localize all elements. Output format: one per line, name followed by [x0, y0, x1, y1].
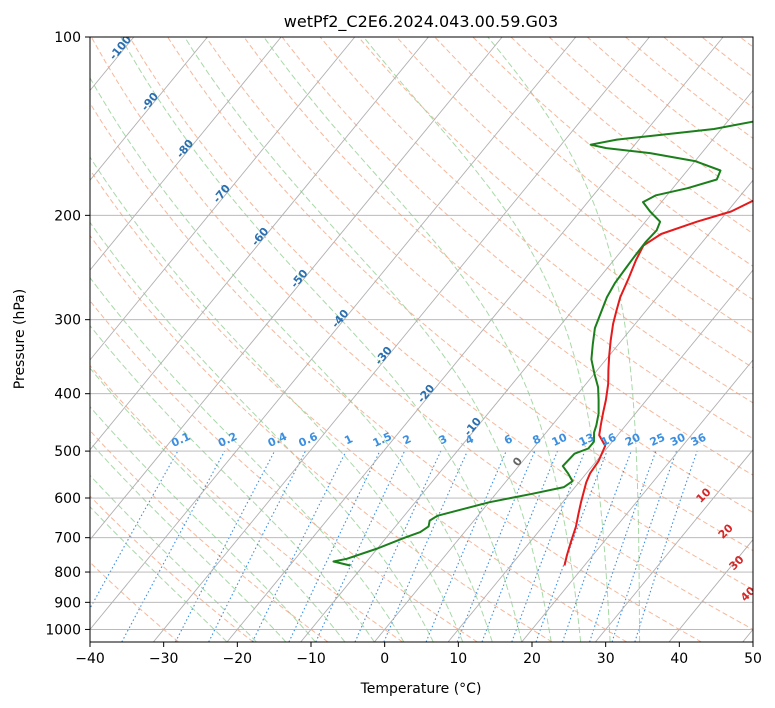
moist-adiabat — [120, 37, 523, 642]
isotherm — [90, 37, 356, 361]
mixing-ratio-label: 25 — [648, 431, 667, 449]
y-axis: 100 200 300 400 500 600 700 800 900 1000 — [45, 30, 90, 638]
mixing-ratio-label: 36 — [689, 431, 709, 449]
y-tick-label: 600 — [54, 491, 81, 507]
isotherm — [668, 538, 753, 642]
mixing-ratio-line — [354, 450, 442, 642]
y-tick-label: 800 — [54, 565, 81, 581]
dry-adiabat — [90, 299, 478, 642]
dry-adiabat — [90, 495, 254, 642]
y-tick-label: 1000 — [45, 622, 81, 638]
moist-adiabat — [90, 441, 287, 642]
dry-adiabat — [319, 37, 753, 404]
mixing-ratio-line — [511, 450, 586, 642]
dry-adiabat — [90, 102, 702, 642]
y-tick-label: 400 — [54, 387, 81, 403]
x-tick-label: −10 — [296, 651, 326, 667]
isotherm — [595, 449, 753, 642]
mixing-ratio-label: 10 — [550, 431, 570, 449]
mixing-ratio-line — [383, 450, 468, 642]
profile-series — [332, 120, 753, 567]
isotherm — [90, 37, 282, 271]
plot-area: -100-90-80-70-60-50-40-30-20-1000.1 0.2 0.… — [90, 37, 753, 642]
x-tick-label: −20 — [223, 651, 253, 667]
moist-adiabat — [90, 406, 316, 642]
mixing-ratio-line — [481, 450, 559, 642]
dry-adiabat — [434, 37, 753, 301]
dry-adiabat — [281, 37, 753, 440]
isotherm — [153, 37, 650, 642]
mixing-ratio-lines — [90, 450, 698, 642]
y-axis-label: Pressure (hPa) — [12, 289, 28, 389]
mixing-ratio-label: 20 — [623, 431, 643, 449]
x-tick-label: 10 — [449, 651, 467, 667]
dewpoint-line — [332, 120, 753, 567]
x-tick-label: −30 — [149, 651, 179, 667]
mixing-ratio-label: 13 — [577, 431, 596, 449]
dry-adiabat — [90, 168, 627, 642]
x-tick-label: 0 — [380, 651, 389, 667]
y-tick-label: 900 — [54, 595, 81, 611]
moist-adiabat — [263, 37, 582, 642]
moist-adiabat — [363, 37, 611, 642]
y-tick-label: 700 — [54, 531, 81, 547]
moist-adiabat — [90, 76, 493, 642]
temperature-line — [563, 199, 753, 566]
mixing-ratio-line — [456, 450, 536, 642]
mixing-ratio-label: 16 — [599, 431, 619, 449]
dry-adiabat — [90, 37, 753, 630]
mixing-ratio-line — [611, 450, 677, 642]
mixing-ratio-line — [589, 450, 657, 642]
mixing-ratio-line — [425, 450, 507, 642]
x-tick-label: −40 — [75, 651, 105, 667]
y-tick-label: 200 — [54, 208, 81, 224]
x-axis: −40 −30 −20 −10 0 10 20 30 40 50 — [75, 642, 762, 667]
y-tick-label: 100 — [54, 30, 81, 46]
mixing-ratio-label: 30 — [668, 431, 688, 449]
isotherm — [90, 37, 429, 451]
x-tick-label: 50 — [744, 651, 762, 667]
moist-adiabat — [90, 474, 257, 642]
dry-adiabat — [90, 429, 329, 642]
moist-adiabat — [90, 156, 464, 642]
mixing-ratio-line — [252, 450, 347, 642]
isotherm — [374, 179, 753, 642]
isotherm — [90, 37, 577, 631]
dry-adiabat — [205, 37, 753, 514]
dry-adiabat — [396, 37, 753, 334]
plot-frame — [89, 36, 754, 643]
isotherm — [447, 269, 753, 642]
chart-title: wetPf2_C2E6.2024.043.00.59.G03 — [284, 12, 558, 32]
x-tick-label: 40 — [670, 651, 688, 667]
isotherm — [90, 37, 208, 181]
x-tick-label: 20 — [523, 651, 541, 667]
isotherm — [521, 359, 753, 642]
mixing-ratio-line — [90, 450, 179, 610]
isotherm — [90, 37, 503, 541]
y-tick-label: 300 — [54, 313, 81, 329]
mixing-ratio-line — [208, 450, 306, 642]
moist-adiabat — [184, 37, 552, 642]
mixing-ratio-line — [634, 450, 698, 642]
dry-adiabat — [90, 561, 179, 642]
dry-adiabat — [90, 234, 553, 642]
mixing-ratio-line — [561, 450, 632, 642]
mixing-ratio-line — [535, 450, 608, 642]
isotherms — [90, 37, 753, 642]
mixing-ratio-line — [121, 450, 226, 642]
moist-adiabat — [90, 221, 434, 642]
pressure-gridlines — [90, 37, 753, 630]
moist-adiabat — [90, 367, 346, 642]
x-tick-label: 30 — [597, 651, 615, 667]
x-axis-label: Temperature (°C) — [360, 681, 482, 697]
y-tick-label: 500 — [54, 444, 81, 460]
isotherm — [300, 89, 753, 642]
